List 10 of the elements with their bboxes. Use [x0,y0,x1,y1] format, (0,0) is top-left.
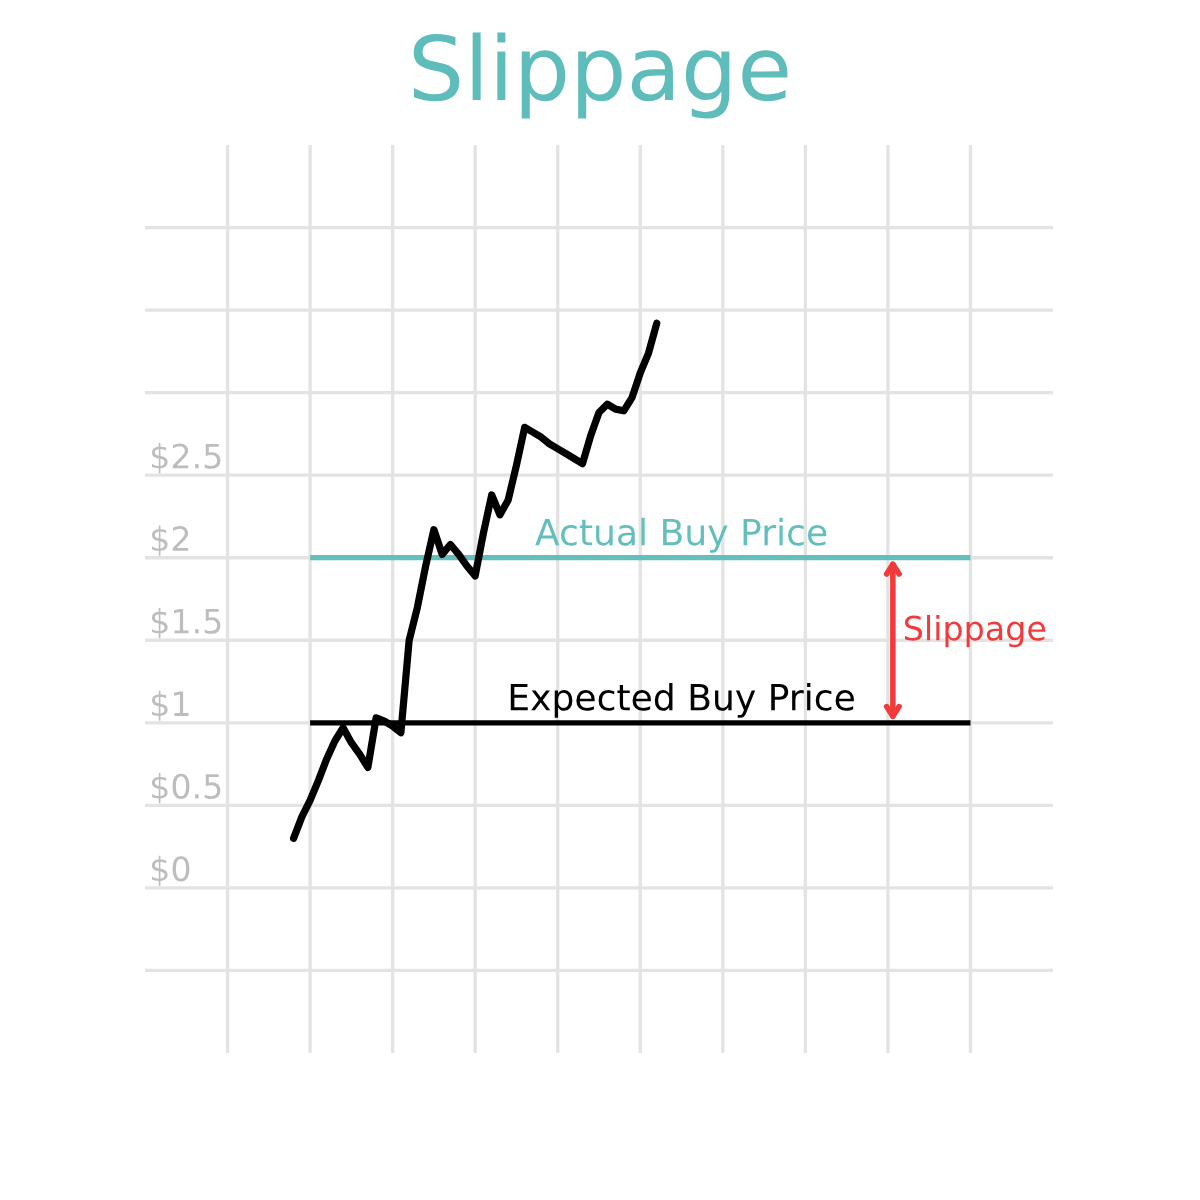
y-tick-label: $1 [151,690,189,721]
ref-line-label: Actual Buy Price [535,517,827,553]
y-tick-label: $0.5 [151,773,221,804]
y-tick-label: $0 [151,855,190,886]
y-tick-label: $2.5 [151,442,221,474]
y-tick-label: $2 [151,525,189,556]
annotation: Slippage [904,614,1046,648]
chart-title: Slippage [413,32,788,119]
y-tick-label: $1.5 [151,608,221,639]
ref-line-label: Expected Buy Price [510,682,854,718]
